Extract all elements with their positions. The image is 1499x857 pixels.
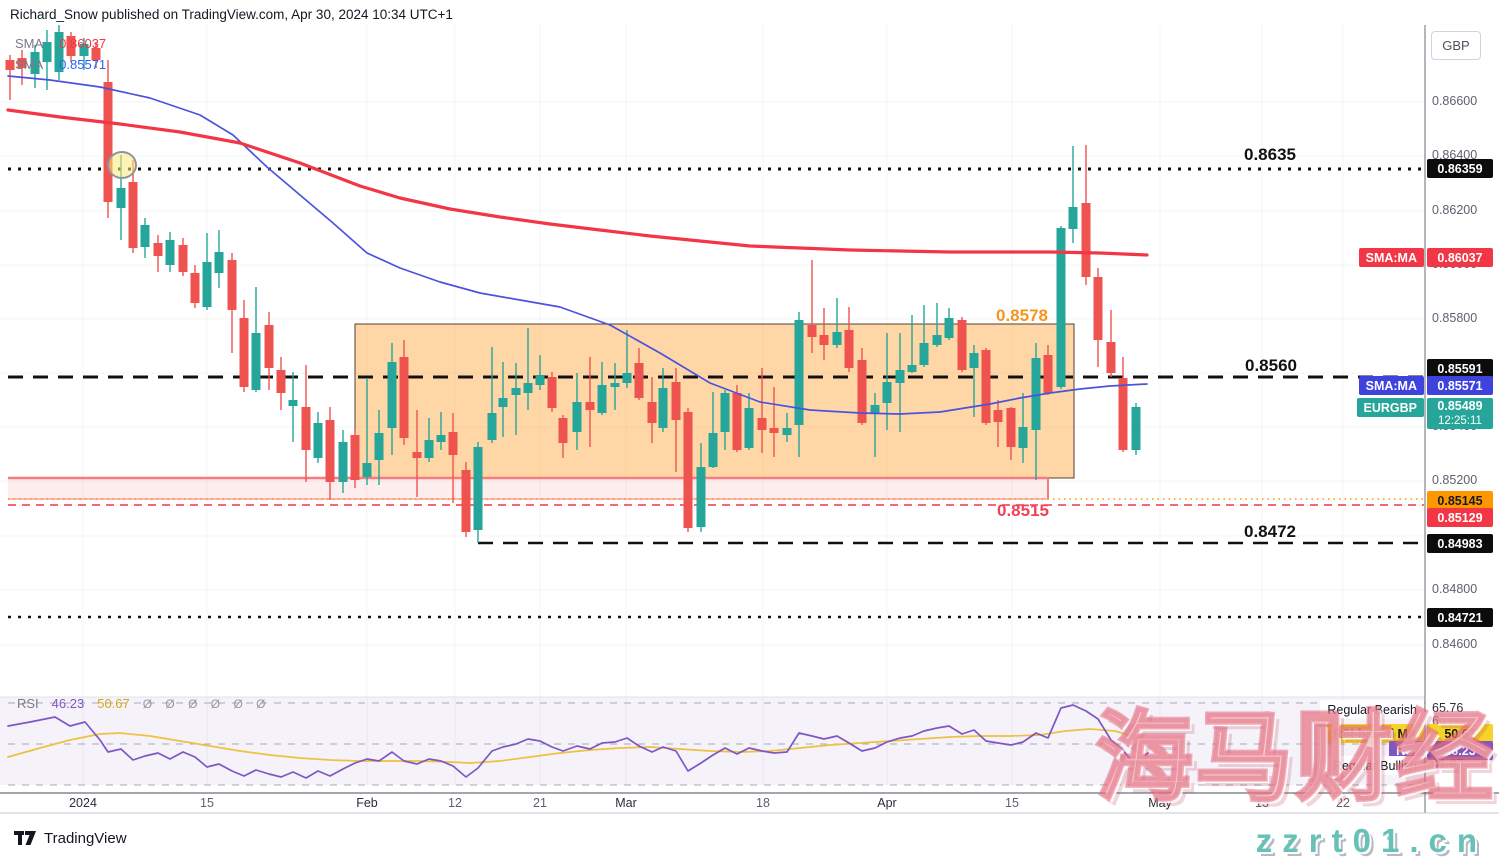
sma-axis-chip: SMA:MA [1358,376,1424,395]
rsi-axis-value: 65.76 [1432,701,1464,715]
rsi-divergence-label: Regular Bullish [1325,756,1424,775]
price-axis-label: 0.85571 [1427,376,1493,395]
price-axis-tick: 0.85800 [1432,311,1478,325]
x-axis-label[interactable]: 18 [756,796,770,810]
price-axis-label: 0.86037 [1427,248,1493,267]
tradingview-footer-text: TradingView [44,830,127,847]
x-axis-label[interactable]: 12 [448,796,462,810]
level-text-8635: 0.8635 [1244,145,1296,164]
x-axis-label[interactable]: 13 [1255,796,1269,810]
watermark-chinese: 海马财经 [1093,701,1495,814]
rsi-indicator-chip: RSI-based MA [1325,724,1424,743]
symbol-axis-chip: EURGBP [1356,398,1424,417]
price-axis-tick: 0.84800 [1432,582,1478,596]
indicator-legend: SMA 0.86037 SMA 0.85571 [15,33,106,75]
sma-fast-label: SMA [15,57,44,72]
sma-fast-value: 0.85571 [59,57,107,72]
currency-button[interactable]: GBP [1431,31,1481,60]
level-text-8472: 0.8472 [1244,522,1296,541]
sma-fast-legend-row[interactable]: SMA 0.85571 [15,54,106,75]
publish-header: Richard_Snow published on TradingView.co… [10,7,453,22]
level-text-8515: 0.8515 [997,501,1049,520]
tradingview-footer[interactable]: TradingView [14,830,127,847]
price-axis-label: 0.85129 [1427,508,1493,527]
rsi-label: RSI [17,696,39,711]
price-axis-label: 0.85591 [1427,359,1493,378]
price-axis-label: 0.84983 [1427,534,1493,553]
sma-slow-legend-row[interactable]: SMA 0.86037 [15,33,106,54]
rsi-divergence-label: Regular Bearish [1320,700,1424,719]
price-axis-label: 0.84721 [1427,608,1493,627]
x-axis-label[interactable]: Apr [877,796,897,810]
price-axis-label: 0.85145 [1427,491,1493,510]
rsi-legend[interactable]: RSI 46.23 50.67 Ø Ø Ø Ø Ø Ø [17,696,270,711]
price-axis-tick: 0.84600 [1432,637,1478,651]
x-axis-label[interactable]: May [1148,796,1172,810]
x-axis-label[interactable]: 2024 [69,796,97,810]
sma-axis-chip: SMA:MA [1358,248,1424,267]
level-text-8578: 0.8578 [996,306,1048,325]
publish-header-text: Richard_Snow published on TradingView.co… [10,7,453,22]
rsi-ma-value: 50.67 [97,696,130,711]
price-axis-tick: 0.86200 [1432,203,1478,217]
rsi-axis-label: 46.23 [1427,741,1493,760]
x-axis-label[interactable]: Feb [356,796,378,810]
x-axis-label[interactable]: 21 [533,796,547,810]
price-axis-tick: 0.85200 [1432,473,1478,487]
level-text-8560: 0.8560 [1245,356,1297,375]
x-axis-label[interactable]: 15 [1005,796,1019,810]
rsi-value: 46.23 [51,696,85,711]
price-axis-label: 0.86359 [1427,159,1493,178]
rsi-axis-value: 41.87 [1432,757,1464,771]
price-axis-tick: 0.86400 [1432,148,1478,162]
tradingview-logo-icon [14,831,36,845]
last-price: 0.85489 [1437,398,1483,413]
x-axis-label[interactable]: Mar [615,796,637,810]
sma-slow-value: 0.86037 [59,36,107,51]
countdown-timer: 12:25:11 [1438,414,1482,427]
price-axis-tick: 0.86600 [1432,94,1478,108]
rsi-axis-label: 50.67 [1427,724,1493,743]
rsi-empty-inputs: Ø Ø Ø Ø Ø Ø [142,696,271,711]
x-axis-label[interactable]: 22 [1336,796,1350,810]
price-axis-label: 0.85489 12:25:11 [1427,398,1493,429]
x-axis-label[interactable]: 15 [200,796,214,810]
watermark-url: zzrt01.cn [1255,822,1487,857]
sma-slow-label: SMA [15,36,44,51]
rsi-indicator-chip: RSI [1389,741,1424,760]
